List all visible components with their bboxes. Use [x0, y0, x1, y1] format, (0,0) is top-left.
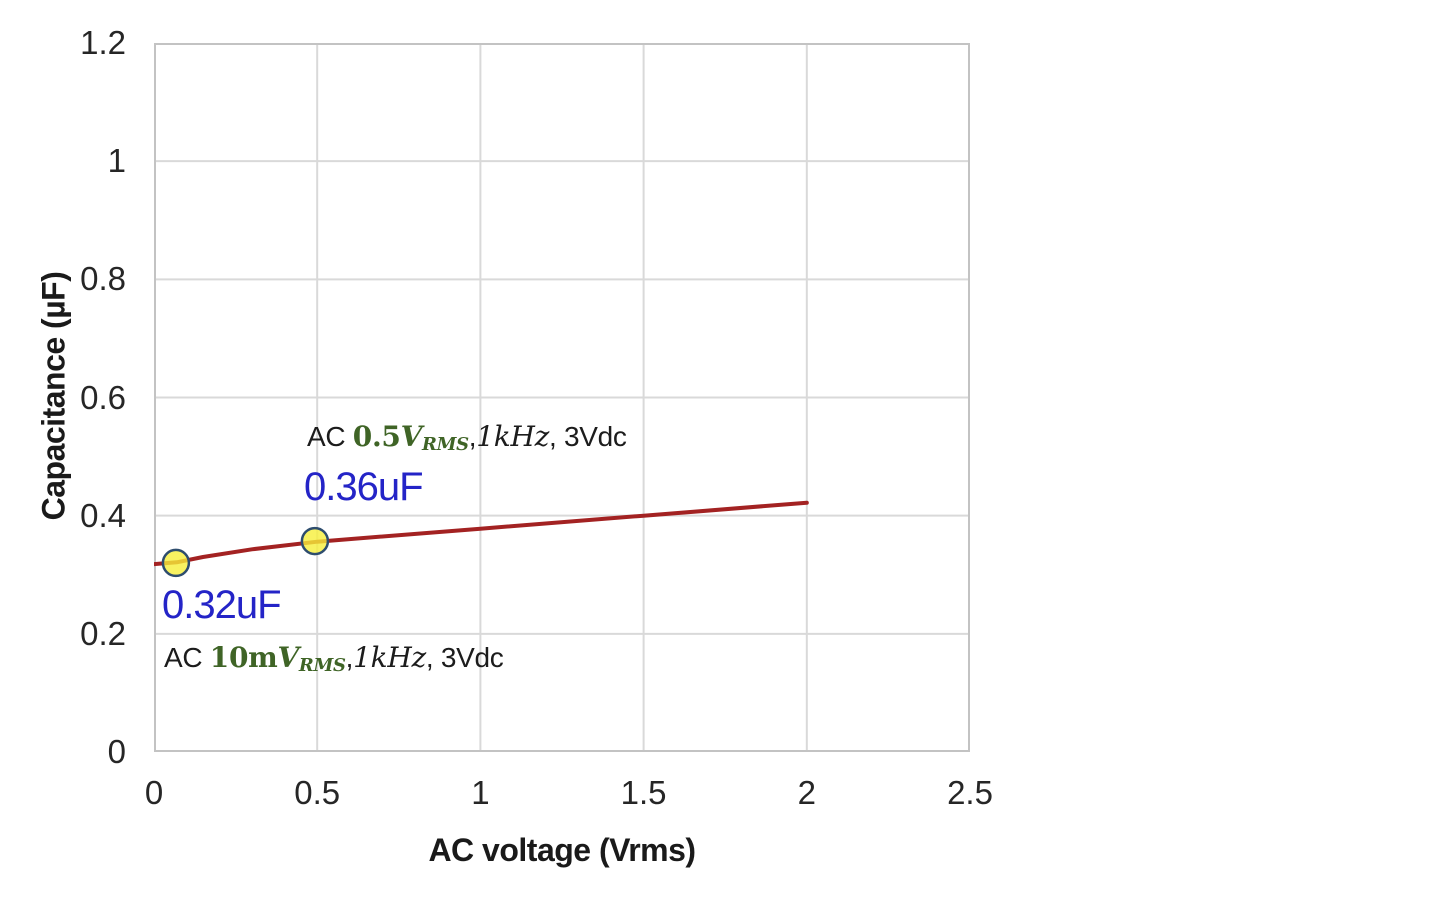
- data-point-marker: [300, 526, 330, 556]
- capacitance-chart: 0 0.5 1 1.5 2 2.5 0 0.2 0.4 0.6 0.8 1 1.2 AC voltage…: [35, 24, 993, 869]
- y-tick-label: 0.6: [80, 378, 126, 416]
- text-part: RMS: [422, 433, 469, 455]
- text-part: 10m: [209, 641, 278, 674]
- plot-area: [154, 43, 970, 752]
- x-axis-title: AC voltage (Vrms): [428, 832, 696, 868]
- text-part: AC: [164, 642, 210, 673]
- text-part: ,: [425, 642, 441, 673]
- y-axis-title: Capacitance (µF): [35, 271, 72, 521]
- text-part: 1kHz: [476, 420, 550, 453]
- y-tick-label: 0: [107, 733, 126, 770]
- x-tick-label: 0.5: [294, 774, 341, 811]
- x-tick-label: 0: [144, 774, 164, 811]
- y-tick-label: 1: [107, 142, 126, 180]
- y-tick-label: 1.2: [80, 24, 126, 61]
- text-part: 3Vdc: [440, 642, 504, 673]
- text-part: ,: [468, 421, 477, 452]
- text-part: 3Vdc: [564, 421, 627, 452]
- value-label-lower: 0.32uF: [162, 583, 282, 627]
- text-part: V: [400, 420, 423, 453]
- value-label-upper: 0.36uF: [304, 465, 424, 509]
- data-point-marker: [161, 548, 191, 578]
- y-tick-label: 0.4: [80, 496, 126, 534]
- text-part: V: [277, 641, 299, 674]
- text-part: ,: [345, 642, 354, 673]
- text-part: AC: [307, 421, 353, 452]
- condition-label-upper: AC 0.5VRMS,1kHz, 3Vdc: [307, 420, 627, 458]
- condition-label-lower: AC 10mVRMS,1kHz, 3Vdc: [164, 641, 504, 679]
- x-tick-label: 2.5: [947, 774, 993, 811]
- y-tick-label: 0.2: [80, 614, 126, 652]
- text-part: 1kHz: [353, 641, 426, 674]
- text-part: RMS: [298, 654, 346, 676]
- x-tick-label: 1.5: [620, 774, 667, 811]
- x-tick-label: 1: [471, 774, 490, 811]
- text-part: 0.5: [352, 420, 401, 453]
- plot-border: [154, 43, 970, 752]
- y-tick-label: 0.8: [80, 260, 126, 298]
- text-part: ,: [549, 421, 564, 452]
- x-tick-label: 2: [797, 774, 816, 811]
